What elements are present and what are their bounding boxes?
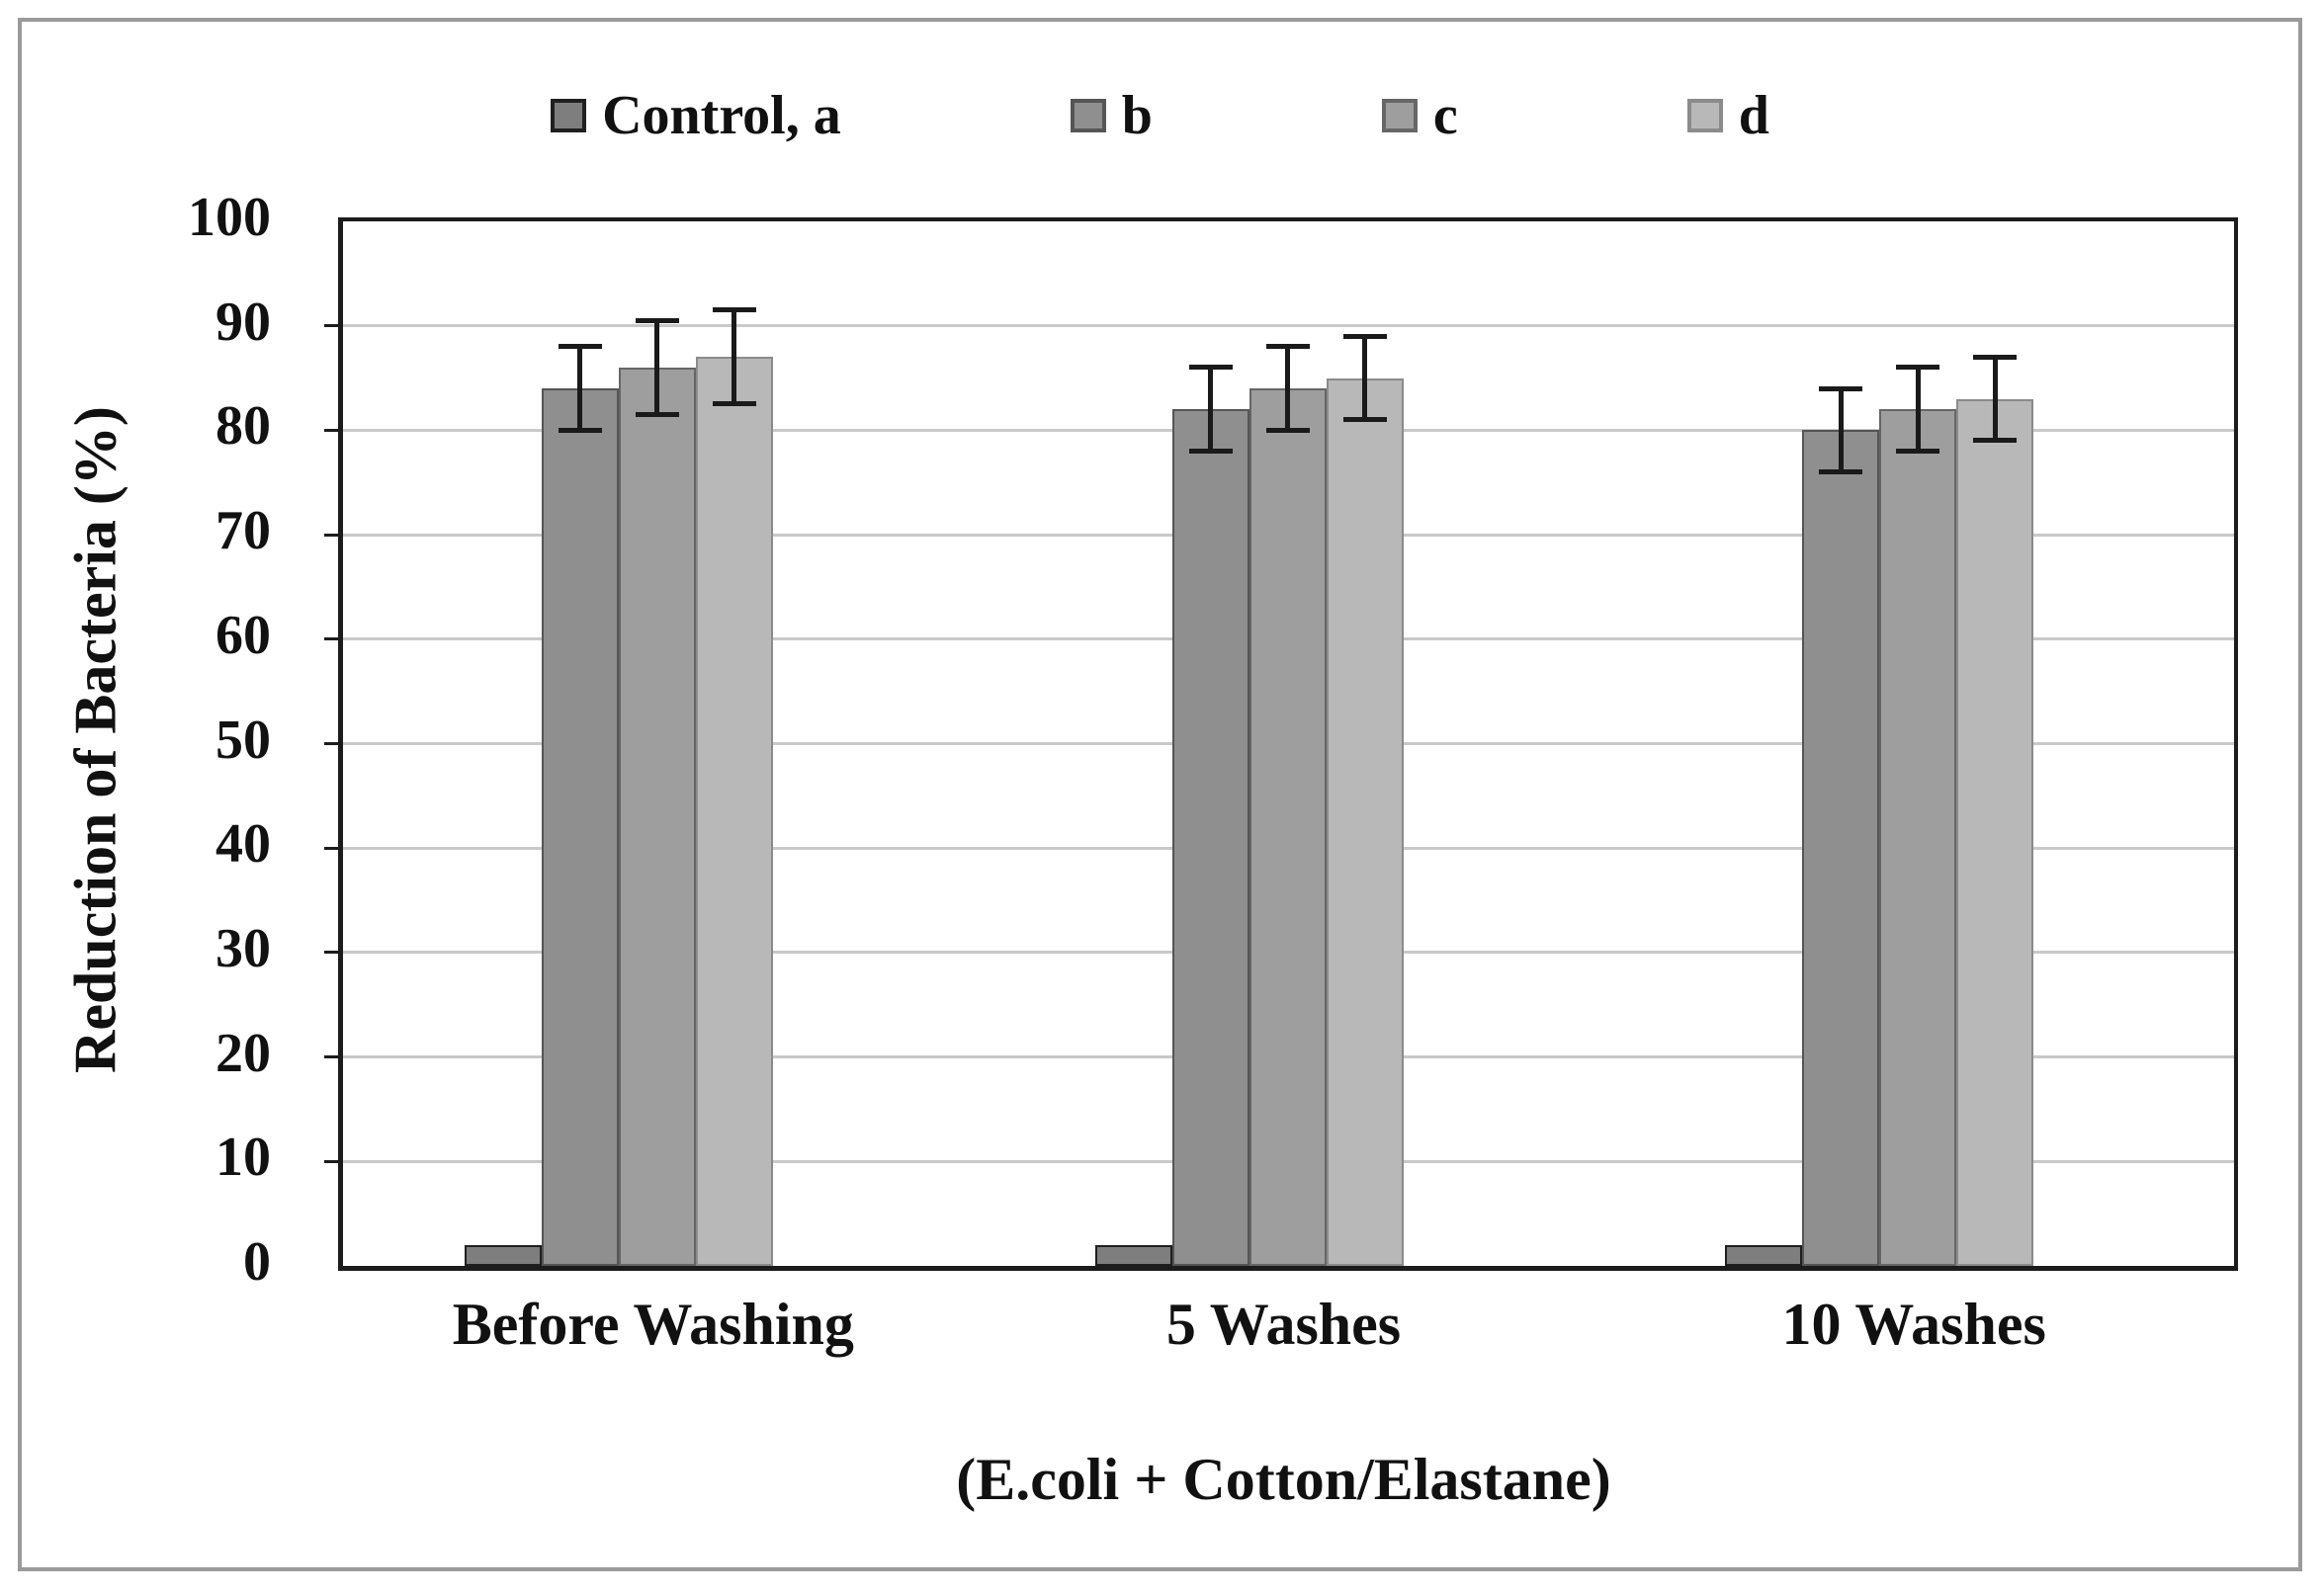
- y-tick-label-90: 90: [215, 291, 271, 353]
- error-cap-bottom-c-10-washes: [1896, 449, 1940, 455]
- legend-item-d: d: [1686, 85, 1769, 146]
- error-bar-c-5-washes: [1285, 346, 1290, 431]
- y-axis-tick-80: [324, 428, 338, 432]
- legend-label-control: Control, a: [602, 85, 841, 146]
- legend-swatch-b-icon: [1070, 99, 1106, 132]
- bar-d-10-washes: [1956, 398, 2034, 1266]
- bar-b-5-washes: [1171, 409, 1249, 1266]
- y-axis-tick-20: [324, 1055, 338, 1059]
- error-cap-top-d-10-washes: [1973, 354, 2018, 360]
- bar-control-a-10-washes: [1725, 1244, 1803, 1266]
- legend-label-d: d: [1738, 85, 1769, 146]
- y-axis-tick-30: [324, 951, 338, 955]
- error-cap-bottom-b-before-washing: [558, 427, 602, 433]
- bar-d-before-washing: [695, 357, 773, 1266]
- error-cap-bottom-c-5-washes: [1265, 427, 1310, 433]
- error-bar-c-before-washing: [654, 320, 660, 415]
- y-axis-tick-10: [324, 1159, 338, 1163]
- gridline-90: [343, 324, 2234, 328]
- error-cap-top-b-5-washes: [1188, 365, 1233, 371]
- y-axis-tick-60: [324, 637, 338, 641]
- legend-item-b: b: [1070, 85, 1153, 146]
- error-bar-d-10-washes: [1992, 357, 1998, 441]
- error-cap-top-b-10-washes: [1819, 385, 1863, 391]
- plot-area: [324, 217, 2238, 1271]
- legend: Control, a b c d: [22, 79, 2298, 152]
- error-cap-top-c-5-washes: [1265, 344, 1310, 350]
- y-tick-label-50: 50: [215, 709, 271, 771]
- error-bar-d-before-washing: [732, 309, 737, 404]
- y-tick-label-30: 30: [215, 917, 271, 979]
- error-cap-top-c-before-washing: [635, 317, 679, 323]
- legend-label-c: c: [1432, 85, 1458, 146]
- x-category-label-before-washing: Before Washing: [452, 1292, 854, 1357]
- x-category-label-10-washes: 10 Washes: [1781, 1292, 2046, 1357]
- bar-control-a-before-washing: [464, 1244, 542, 1266]
- bar-c-before-washing: [618, 367, 696, 1266]
- error-cap-top-c-10-washes: [1896, 365, 1940, 371]
- error-bar-d-5-washes: [1362, 336, 1367, 420]
- error-bar-b-10-washes: [1838, 388, 1844, 472]
- figure-frame: Control, a b c d Reduction of Bacteria (…: [18, 18, 2302, 1571]
- legend-item-c: c: [1381, 85, 1458, 146]
- legend-label-b: b: [1121, 85, 1153, 146]
- y-tick-label-10: 10: [215, 1127, 271, 1189]
- y-axis-tick-labels: 0 10 20 30 40 50 60 70 80 90 100: [130, 190, 297, 1290]
- x-axis-title: (E.coli + Cotton/Elastane): [956, 1447, 1611, 1512]
- legend-swatch-c-icon: [1381, 99, 1418, 132]
- y-tick-label-60: 60: [215, 604, 271, 666]
- y-axis-tick-90: [324, 324, 338, 328]
- error-cap-top-b-before-washing: [558, 344, 602, 350]
- x-axis-category-labels: Before Washing 5 Washes 10 Washes: [22, 1292, 2298, 1363]
- bar-c-10-washes: [1879, 409, 1957, 1266]
- x-category-label-5-washes: 5 Washes: [1165, 1292, 1402, 1357]
- y-tick-label-0: 0: [243, 1231, 271, 1293]
- error-cap-bottom-d-before-washing: [712, 401, 756, 407]
- error-cap-bottom-c-before-washing: [635, 412, 679, 418]
- y-tick-label-100: 100: [188, 187, 271, 248]
- legend-item-control: Control, a: [551, 88, 841, 143]
- bar-b-10-washes: [1802, 430, 1880, 1266]
- legend-swatch-control-icon: [551, 99, 587, 132]
- error-cap-bottom-b-5-washes: [1188, 449, 1233, 455]
- legend-swatch-d-icon: [1686, 99, 1723, 132]
- error-bar-c-10-washes: [1915, 368, 1921, 452]
- y-tick-label-70: 70: [215, 500, 271, 562]
- bar-control-a-5-washes: [1094, 1244, 1172, 1266]
- error-bar-b-5-washes: [1208, 368, 1213, 452]
- y-axis-title: Reduction of Bacteria (%): [62, 406, 129, 1073]
- bar-b-before-washing: [541, 388, 619, 1266]
- bar-c-5-washes: [1248, 388, 1327, 1266]
- error-cap-bottom-d-10-washes: [1973, 438, 2018, 444]
- bar-d-5-washes: [1326, 377, 1404, 1266]
- y-tick-label-80: 80: [215, 395, 271, 458]
- y-tick-label-20: 20: [215, 1022, 271, 1084]
- y-tick-label-40: 40: [215, 813, 271, 876]
- error-cap-bottom-d-5-washes: [1342, 417, 1387, 423]
- error-cap-top-d-5-washes: [1342, 333, 1387, 339]
- error-cap-bottom-b-10-washes: [1819, 469, 1863, 475]
- y-axis-tick-50: [324, 742, 338, 745]
- error-cap-top-d-before-washing: [712, 307, 756, 313]
- y-axis-tick-70: [324, 533, 338, 537]
- y-axis-tick-40: [324, 846, 338, 850]
- error-bar-b-before-washing: [577, 346, 583, 431]
